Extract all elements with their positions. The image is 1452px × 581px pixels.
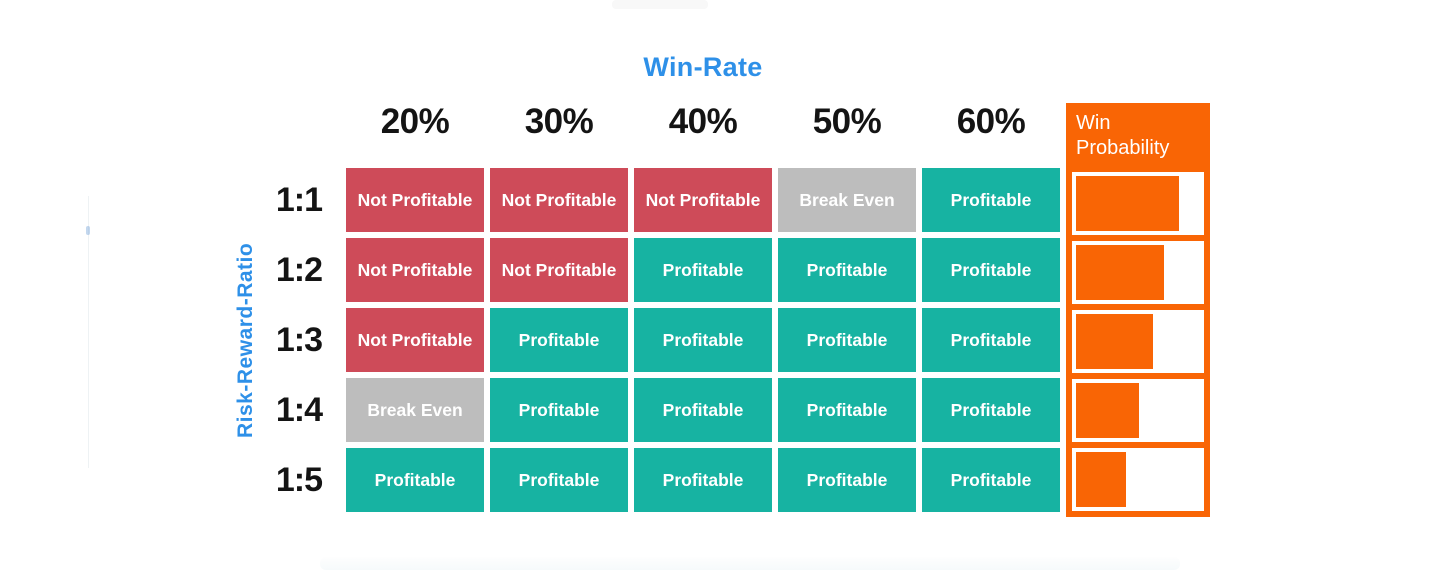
column-header: 30% [524,102,594,141]
matrix-cell: Profitable [922,378,1060,442]
win-probability-bar [1076,176,1179,231]
ghost-artifact-bottom [320,557,1180,570]
row-label: 1:4 [275,390,323,429]
matrix-cell: Profitable [922,238,1060,302]
ghost-artifact-top [612,0,708,9]
win-probability-cell [1072,172,1204,235]
row-label: 1:2 [275,250,323,289]
win-probability-panel: Win Probability [1066,103,1210,517]
matrix-cell: Not Profitable [634,168,772,232]
matrix-cell: Profitable [778,308,916,372]
matrix-cell: Profitable [922,448,1060,512]
matrix-cell: Profitable [346,448,484,512]
win-probability-bar [1076,383,1140,438]
win-probability-bar [1076,314,1153,369]
matrix-cell: Profitable [634,378,772,442]
matrix-cell: Profitable [778,238,916,302]
win-probability-bar [1076,245,1165,300]
column-headers: 20% 30% 40% 50% 60% [346,102,1060,142]
matrix-cell: Profitable [634,308,772,372]
matrix-cell: Not Profitable [490,168,628,232]
ghost-artifact-left-dot [86,226,90,235]
column-header: 40% [668,102,738,141]
matrix-cell: Not Profitable [346,238,484,302]
matrix-grid: Not Profitable Not Profitable Not Profitab… [346,168,1060,512]
win-probability-cell [1072,448,1204,511]
win-probability-header: Win Probability [1076,112,1170,159]
column-header: 20% [380,102,450,141]
matrix-cell: Break Even [346,378,484,442]
matrix-cell: Profitable [490,308,628,372]
row-label: 1:1 [275,180,323,219]
matrix-cell: Not Profitable [490,238,628,302]
row-label: 1:3 [275,320,323,359]
matrix-cell: Profitable [490,448,628,512]
matrix-cell: Profitable [778,448,916,512]
win-probability-bar [1076,452,1127,507]
column-header: 60% [956,102,1026,141]
column-header: 50% [812,102,882,141]
matrix-cell: Profitable [778,378,916,442]
row-label: 1:5 [275,460,323,499]
matrix-cell: Not Profitable [346,168,484,232]
row-labels: 1:1 1:2 1:3 1:4 1:5 [250,168,323,512]
matrix-cell: Break Even [778,168,916,232]
x-axis-title: Win-Rate [643,52,763,82]
matrix-cell: Not Profitable [346,308,484,372]
matrix-cell: Profitable [490,378,628,442]
win-probability-cell [1072,379,1204,442]
matrix-cell: Profitable [922,168,1060,232]
win-probability-cell [1072,310,1204,373]
win-probability-cell [1072,241,1204,304]
matrix-cell: Profitable [634,448,772,512]
matrix-cell: Profitable [922,308,1060,372]
matrix-cell: Profitable [634,238,772,302]
win-probability-cells [1072,172,1204,511]
ghost-artifact-left-line [88,196,89,468]
